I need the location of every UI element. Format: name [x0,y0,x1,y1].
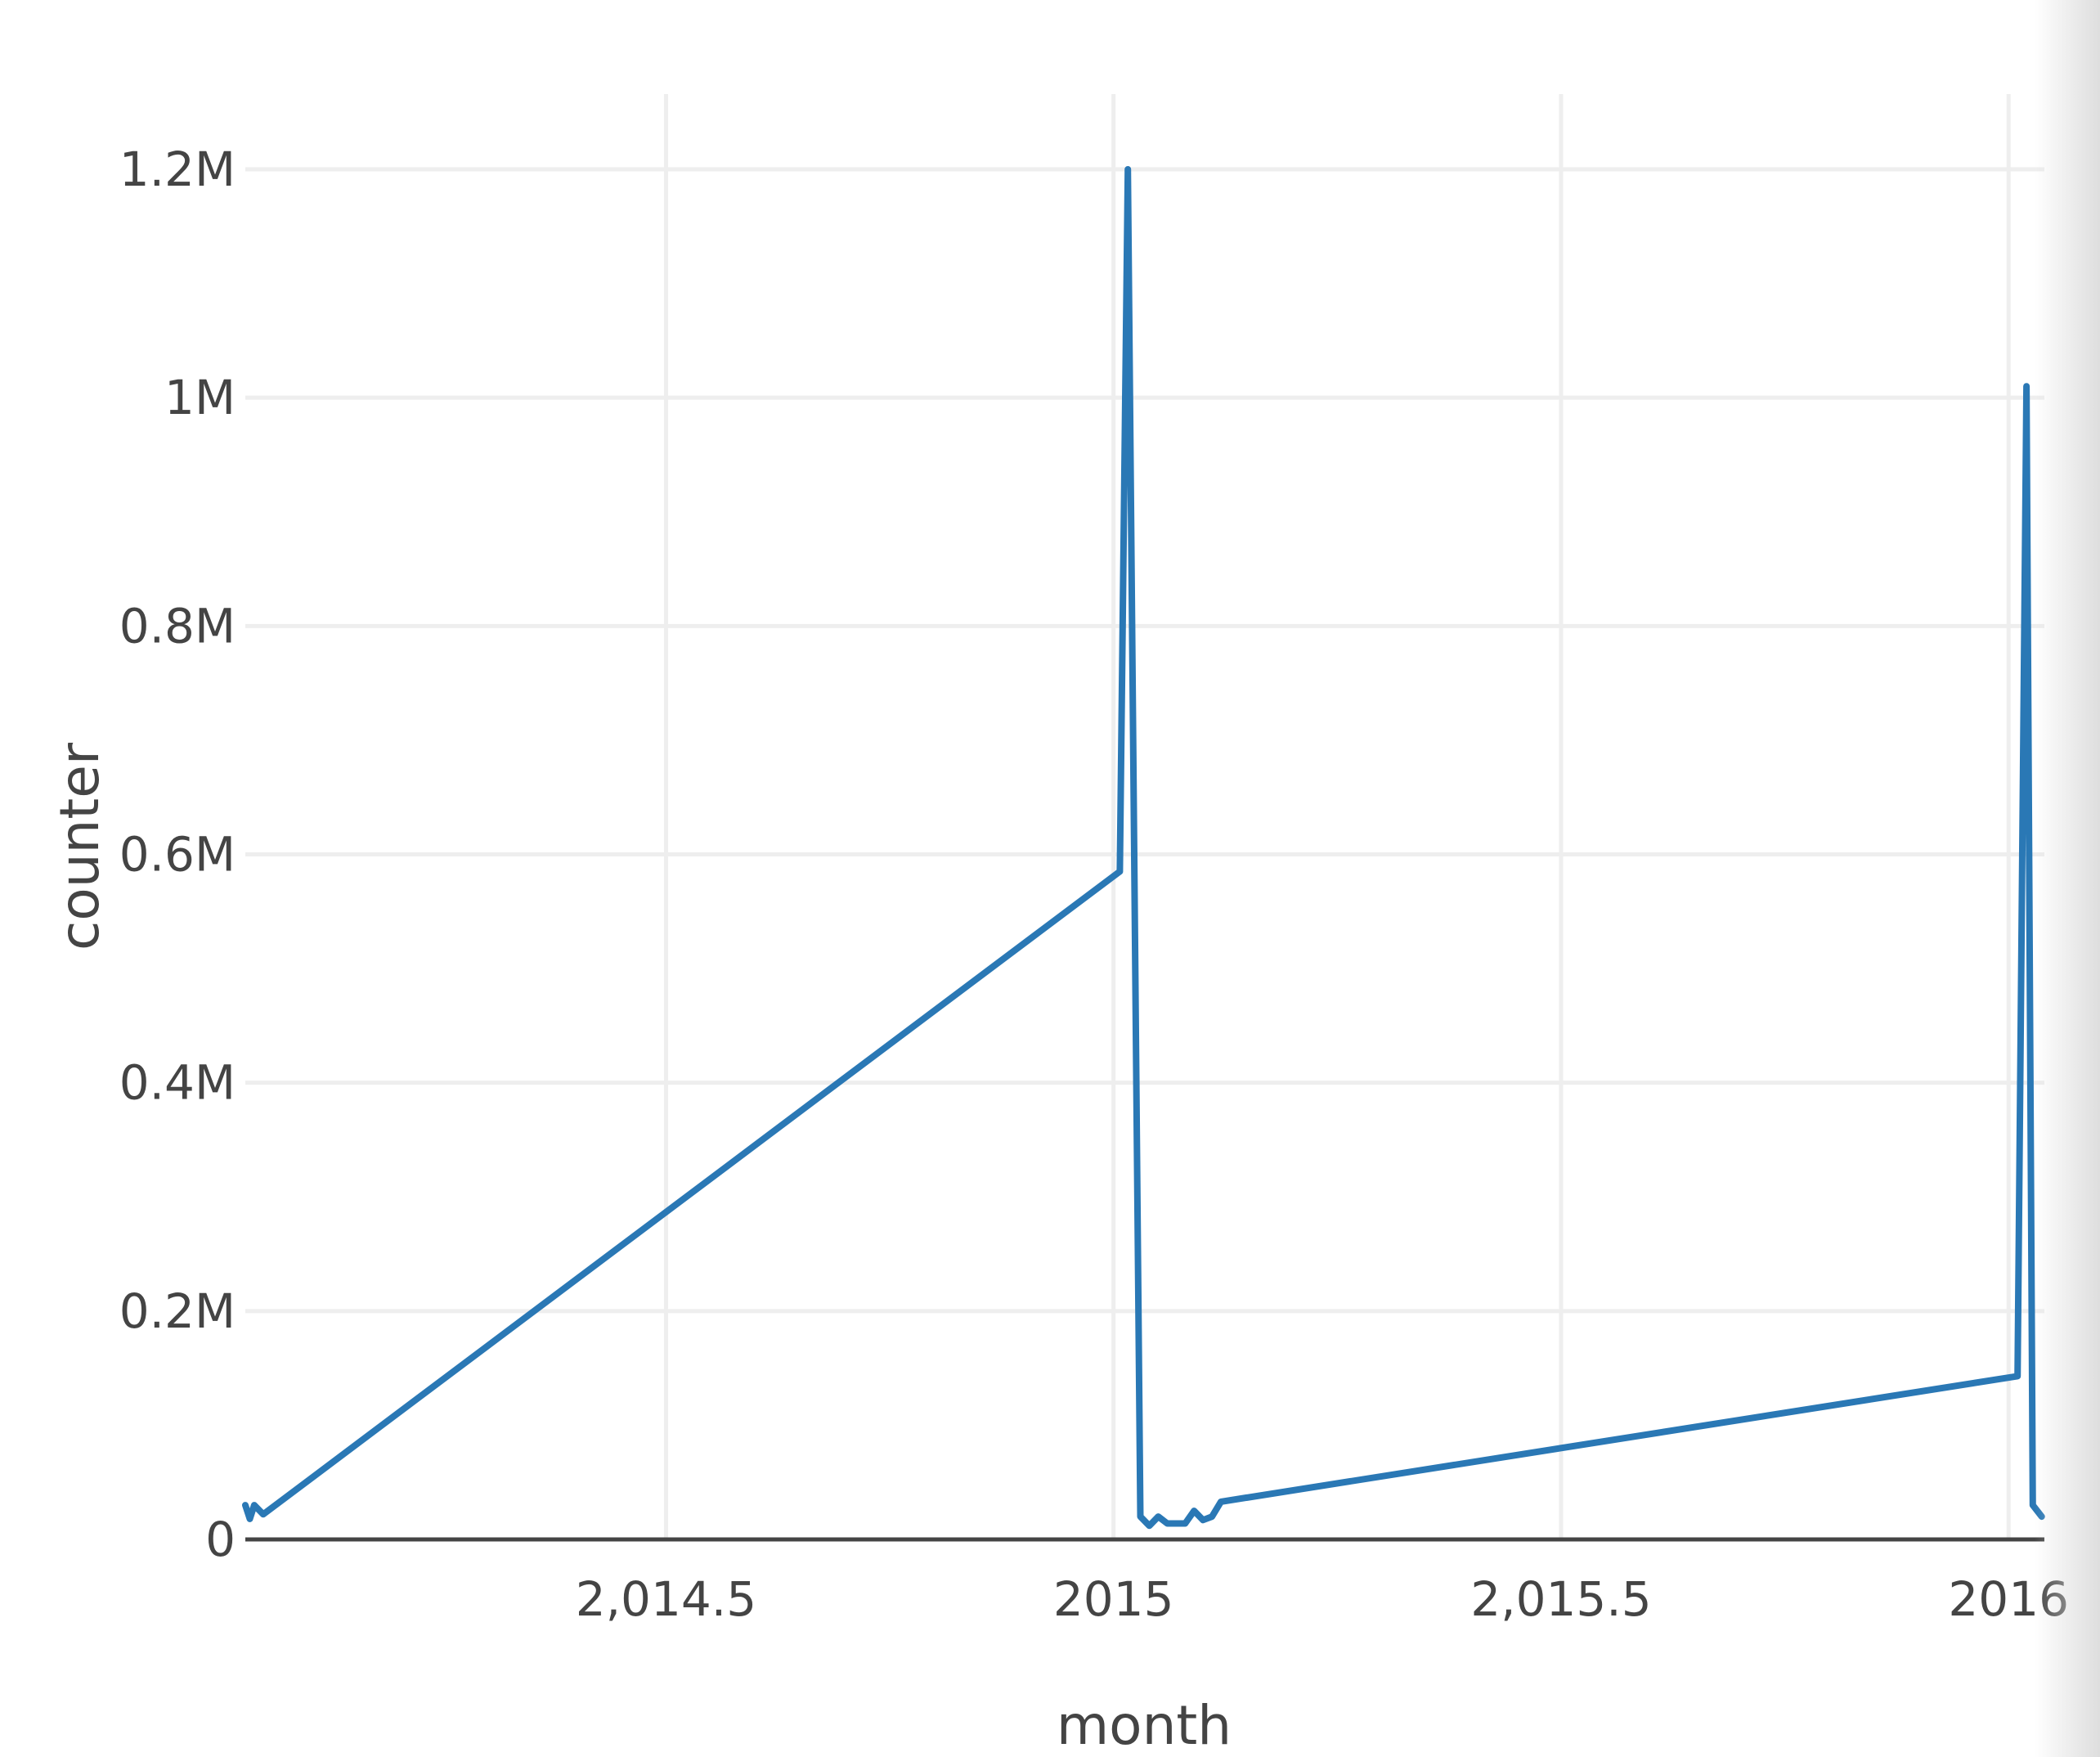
window-edge-shadow [2035,0,2100,1757]
x-gridlines [663,94,2011,1539]
y-tick-label: 0 [205,1512,236,1567]
y-tick-label: 0.8M [119,598,236,654]
y-gridlines [245,167,2044,1314]
y-tick-label: 1.2M [119,142,236,197]
y-tick-label: 0.6M [119,827,236,883]
x-tick-label: 2,015.5 [1470,1571,1651,1627]
y-tick-label: 0.4M [119,1055,236,1111]
series-lines [242,166,2045,1530]
x-axis-title: month [1057,1694,1232,1757]
y-axis-title: counter [48,742,111,950]
y-tick-label: 0.2M [119,1283,236,1339]
y-tick-labels: 0 0.2M 0.4M 0.6M 0.8M 1M 1.2M [119,142,236,1567]
y-tick-label: 1M [164,370,236,425]
x-tick-label: 2,014.5 [576,1571,756,1627]
series-line [242,166,2045,1530]
x-tick-label: 2015 [1053,1571,1174,1627]
x-tick-labels: 2,014.5 2015 2,015.5 2016 [576,1571,2069,1627]
